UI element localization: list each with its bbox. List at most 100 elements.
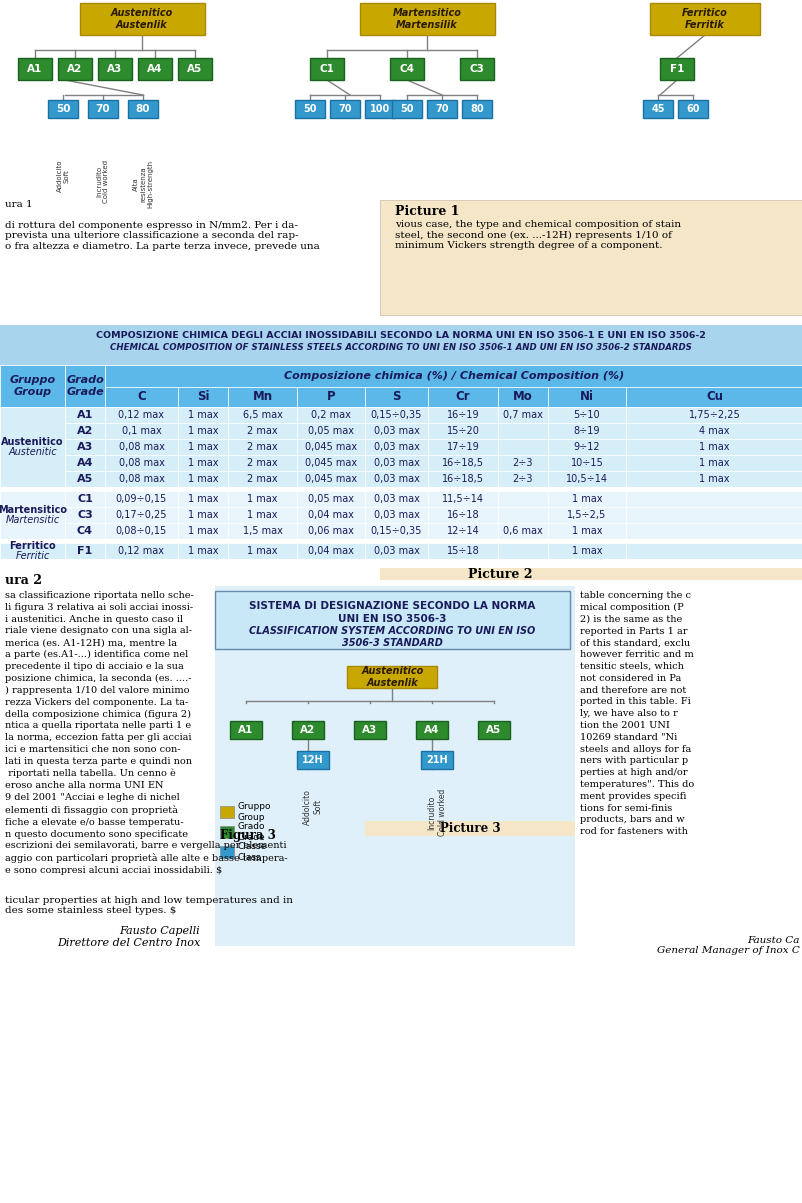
Bar bbox=[178, 472, 228, 487]
Text: 0,12 max: 0,12 max bbox=[119, 410, 164, 420]
Text: 1,75÷2,25: 1,75÷2,25 bbox=[688, 410, 739, 420]
Text: 21H: 21H bbox=[426, 755, 448, 765]
Bar bbox=[626, 543, 802, 559]
Bar bbox=[497, 423, 547, 439]
Bar bbox=[547, 506, 626, 523]
Bar bbox=[297, 472, 365, 487]
Text: A1: A1 bbox=[27, 64, 43, 75]
Bar bbox=[105, 523, 178, 539]
Bar bbox=[178, 58, 212, 81]
Text: 1,5÷2,5: 1,5÷2,5 bbox=[567, 510, 606, 520]
Bar bbox=[626, 423, 802, 439]
Bar bbox=[427, 100, 456, 118]
Bar bbox=[228, 543, 297, 559]
Bar bbox=[427, 423, 497, 439]
Bar bbox=[18, 58, 52, 81]
Bar bbox=[228, 387, 297, 407]
Bar bbox=[427, 491, 497, 506]
Text: F1: F1 bbox=[669, 64, 683, 75]
Text: 4 max: 4 max bbox=[699, 426, 729, 435]
Text: P: P bbox=[326, 391, 335, 403]
Text: A5: A5 bbox=[77, 474, 93, 484]
Text: Addolcito
Soft: Addolcito Soft bbox=[56, 160, 70, 192]
Bar bbox=[178, 423, 228, 439]
Bar bbox=[105, 491, 178, 506]
Bar bbox=[626, 472, 802, 487]
Text: A2: A2 bbox=[67, 64, 83, 75]
Bar bbox=[228, 523, 297, 539]
Bar bbox=[178, 387, 228, 407]
Text: ticular properties at high and low temperatures and in
des some stainless steel : ticular properties at high and low tempe… bbox=[5, 896, 293, 915]
Bar bbox=[677, 100, 707, 118]
Text: 1 max: 1 max bbox=[188, 494, 218, 504]
Text: 12÷14: 12÷14 bbox=[446, 526, 479, 537]
Bar bbox=[105, 387, 178, 407]
Text: Cu: Cu bbox=[705, 391, 722, 403]
Text: Classe
Class: Classe Class bbox=[237, 842, 267, 861]
Text: 17÷19: 17÷19 bbox=[446, 442, 479, 452]
Text: S: S bbox=[391, 391, 400, 403]
Bar bbox=[547, 455, 626, 472]
Text: Alta
resistenza
High-strength: Alta resistenza High-strength bbox=[133, 160, 153, 208]
Bar bbox=[228, 491, 297, 506]
Text: 2÷3: 2÷3 bbox=[512, 474, 533, 484]
Bar bbox=[138, 58, 172, 81]
Text: 50: 50 bbox=[303, 103, 316, 114]
Text: 2 max: 2 max bbox=[247, 426, 277, 435]
Text: Gruppo
Group: Gruppo Group bbox=[237, 802, 271, 822]
Bar bbox=[547, 423, 626, 439]
Bar bbox=[297, 543, 365, 559]
Bar bbox=[105, 423, 178, 439]
Text: 12H: 12H bbox=[302, 755, 323, 765]
Bar bbox=[220, 806, 233, 818]
Bar bbox=[626, 455, 802, 472]
Text: A1: A1 bbox=[238, 725, 253, 735]
Bar bbox=[547, 523, 626, 539]
Bar bbox=[292, 721, 323, 739]
Bar bbox=[497, 407, 547, 423]
Bar bbox=[0, 365, 65, 407]
Bar bbox=[65, 543, 105, 559]
Text: 0,04 max: 0,04 max bbox=[308, 546, 354, 556]
Text: C1: C1 bbox=[77, 494, 93, 504]
Bar bbox=[105, 439, 178, 455]
Text: 1 max: 1 max bbox=[699, 474, 729, 484]
Text: Grado
Grade: Grado Grade bbox=[66, 375, 103, 397]
Text: Gruppo
Group: Gruppo Group bbox=[10, 375, 55, 397]
Text: 1 max: 1 max bbox=[699, 442, 729, 452]
Text: 0,09÷0,15: 0,09÷0,15 bbox=[115, 494, 167, 504]
Bar bbox=[65, 423, 105, 439]
Text: 5÷10: 5÷10 bbox=[573, 410, 600, 420]
Bar bbox=[65, 491, 105, 506]
Text: Mn: Mn bbox=[252, 391, 272, 403]
Text: 70: 70 bbox=[338, 103, 351, 114]
Text: 70: 70 bbox=[435, 103, 448, 114]
Text: 0,03 max: 0,03 max bbox=[373, 494, 419, 504]
Text: Austenitico
Austenlik: Austenitico Austenlik bbox=[111, 8, 173, 30]
Bar bbox=[461, 100, 492, 118]
Bar bbox=[297, 407, 365, 423]
Bar bbox=[128, 100, 158, 118]
Text: 0,6 max: 0,6 max bbox=[503, 526, 542, 537]
Text: 0,04 max: 0,04 max bbox=[308, 510, 354, 520]
Bar bbox=[427, 472, 497, 487]
Text: 0,05 max: 0,05 max bbox=[308, 494, 354, 504]
Bar bbox=[178, 543, 228, 559]
Bar bbox=[65, 506, 105, 523]
Bar bbox=[365, 472, 427, 487]
Text: 9÷12: 9÷12 bbox=[573, 442, 600, 452]
Text: vious case, the type and chemical composition of stain
steel, the second one (ex: vious case, the type and chemical compos… bbox=[395, 220, 680, 250]
Text: 10÷15: 10÷15 bbox=[570, 458, 602, 468]
Text: 2 max: 2 max bbox=[247, 474, 277, 484]
Text: C: C bbox=[137, 391, 146, 403]
Bar bbox=[65, 472, 105, 487]
Bar bbox=[178, 407, 228, 423]
Text: 1 max: 1 max bbox=[571, 494, 602, 504]
Bar bbox=[178, 523, 228, 539]
Bar bbox=[497, 472, 547, 487]
Bar bbox=[365, 506, 427, 523]
Text: Cr: Cr bbox=[455, 391, 470, 403]
Text: 60: 60 bbox=[686, 103, 699, 114]
Text: 0,08 max: 0,08 max bbox=[119, 474, 164, 484]
Bar bbox=[427, 387, 497, 407]
